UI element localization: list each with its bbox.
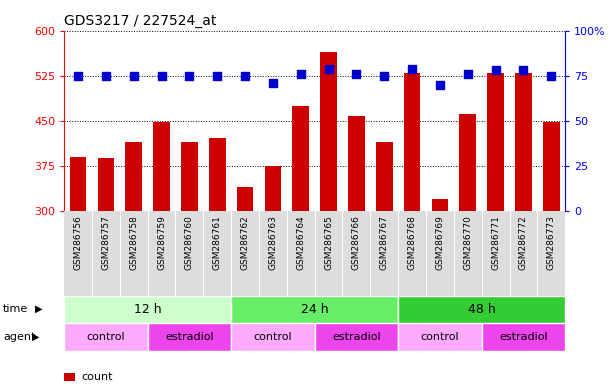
Bar xyxy=(265,166,281,211)
Bar xyxy=(431,199,448,211)
Text: GSM286766: GSM286766 xyxy=(352,215,361,270)
Text: GSM286765: GSM286765 xyxy=(324,215,333,270)
Text: ▶: ▶ xyxy=(35,304,42,314)
Bar xyxy=(515,73,532,211)
Point xyxy=(296,71,306,77)
Text: GSM286759: GSM286759 xyxy=(157,215,166,270)
Point xyxy=(129,73,139,79)
Text: GSM286756: GSM286756 xyxy=(73,215,82,270)
Point xyxy=(101,73,111,79)
Bar xyxy=(125,142,142,211)
Bar xyxy=(231,323,315,351)
Point xyxy=(407,66,417,72)
Bar xyxy=(487,73,504,211)
Text: GSM286761: GSM286761 xyxy=(213,215,222,270)
Bar xyxy=(543,122,560,211)
Text: control: control xyxy=(87,332,125,342)
Text: GSM286772: GSM286772 xyxy=(519,215,528,270)
Point xyxy=(463,71,473,77)
Point xyxy=(324,66,334,72)
Text: agent: agent xyxy=(3,332,35,342)
Bar xyxy=(236,187,254,211)
Text: estradiol: estradiol xyxy=(332,332,381,342)
Bar xyxy=(481,323,565,351)
Text: GSM286771: GSM286771 xyxy=(491,215,500,270)
Text: GSM286763: GSM286763 xyxy=(268,215,277,270)
Text: GSM286757: GSM286757 xyxy=(101,215,111,270)
Bar xyxy=(398,296,565,323)
Bar xyxy=(98,158,114,211)
Point xyxy=(491,67,500,73)
Bar xyxy=(148,323,231,351)
Text: estradiol: estradiol xyxy=(499,332,547,342)
Bar xyxy=(70,157,86,211)
Bar xyxy=(64,296,231,323)
Text: 12 h: 12 h xyxy=(134,303,161,316)
Text: GSM286770: GSM286770 xyxy=(463,215,472,270)
Text: count: count xyxy=(81,372,113,382)
Point xyxy=(213,73,222,79)
Point xyxy=(240,73,250,79)
Point xyxy=(156,73,166,79)
Bar xyxy=(348,116,365,211)
Text: ▶: ▶ xyxy=(32,332,40,342)
Point xyxy=(379,73,389,79)
Text: GSM286773: GSM286773 xyxy=(547,215,556,270)
Bar xyxy=(320,52,337,211)
Bar xyxy=(153,122,170,211)
Text: GDS3217 / 227524_at: GDS3217 / 227524_at xyxy=(64,14,216,28)
Point xyxy=(435,82,445,88)
Point xyxy=(185,73,194,79)
Bar xyxy=(231,296,398,323)
Bar xyxy=(181,142,198,211)
Text: GSM286764: GSM286764 xyxy=(296,215,306,270)
Bar xyxy=(315,323,398,351)
Text: 48 h: 48 h xyxy=(468,303,496,316)
Text: estradiol: estradiol xyxy=(165,332,214,342)
Point xyxy=(546,73,556,79)
Text: control: control xyxy=(420,332,459,342)
Point xyxy=(519,67,529,73)
Bar xyxy=(459,114,476,211)
Text: GSM286758: GSM286758 xyxy=(130,215,138,270)
Bar xyxy=(293,106,309,211)
Text: GSM286760: GSM286760 xyxy=(185,215,194,270)
Bar xyxy=(398,323,481,351)
Point xyxy=(351,71,361,77)
Bar xyxy=(376,142,393,211)
Text: time: time xyxy=(3,304,28,314)
Point xyxy=(268,80,278,86)
Bar xyxy=(64,211,565,296)
Text: 24 h: 24 h xyxy=(301,303,329,316)
Bar xyxy=(209,138,225,211)
Text: GSM286762: GSM286762 xyxy=(241,215,249,270)
Bar xyxy=(64,323,148,351)
Text: GSM286768: GSM286768 xyxy=(408,215,417,270)
Point xyxy=(73,73,83,79)
Text: GSM286767: GSM286767 xyxy=(380,215,389,270)
Bar xyxy=(404,73,420,211)
Text: GSM286769: GSM286769 xyxy=(436,215,444,270)
Text: control: control xyxy=(254,332,292,342)
